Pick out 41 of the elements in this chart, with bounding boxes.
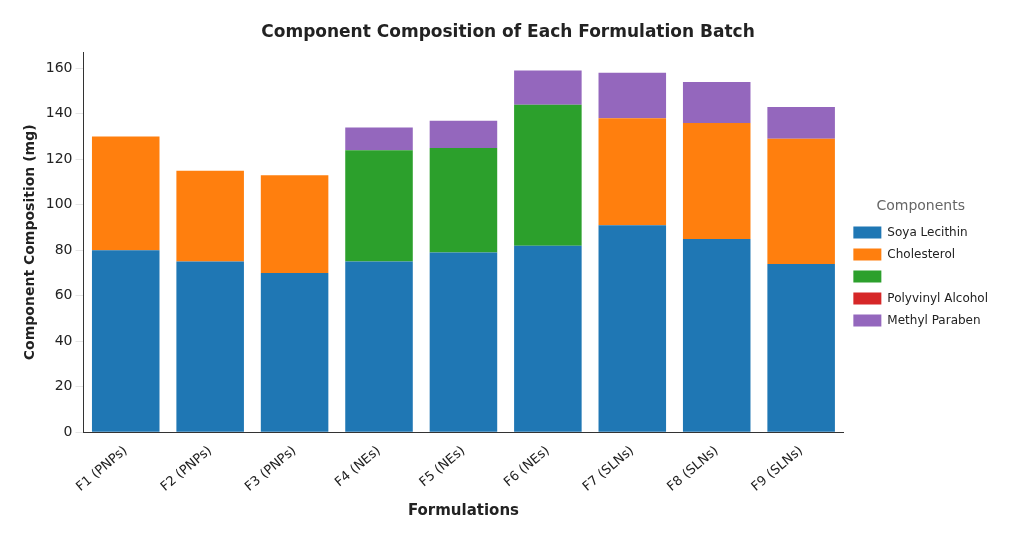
y-tick-label: 120	[45, 149, 73, 166]
y-axis-title: Component Composition (mg)	[21, 124, 38, 361]
bar	[345, 261, 413, 432]
legend-title: Components	[876, 197, 965, 214]
legend-label: Polyvinyl Alcohol	[887, 290, 988, 305]
legend-label: Cholesterol	[887, 246, 956, 261]
bar	[598, 225, 667, 432]
y-tick-label: 140	[45, 104, 73, 121]
bar	[91, 250, 160, 432]
y-tick-label: 80	[54, 240, 73, 257]
y-tick-label: 160	[45, 58, 73, 75]
bar	[682, 122, 751, 239]
bar	[682, 238, 751, 432]
bar	[429, 252, 498, 432]
bar	[260, 272, 329, 432]
bar	[514, 70, 582, 105]
bar	[767, 106, 835, 139]
bar	[598, 118, 667, 226]
chart-title: Component Composition of Each Formulation Batch	[261, 20, 755, 41]
y-tick-label: 0	[63, 422, 73, 439]
bar	[598, 72, 667, 119]
bar	[260, 175, 329, 273]
legend-label: Soya Lecithin	[887, 224, 968, 239]
bar	[429, 120, 498, 148]
x-axis-title: Formulations	[407, 500, 520, 519]
y-tick-label: 60	[54, 286, 73, 303]
y-tick-label: 100	[45, 195, 73, 212]
y-tick-label: 20	[54, 377, 73, 394]
bar	[429, 147, 498, 253]
y-tick-label: 40	[54, 331, 73, 348]
bar	[767, 263, 835, 432]
bar	[767, 138, 835, 264]
bar	[514, 104, 582, 246]
bar	[176, 170, 244, 262]
bar	[345, 127, 413, 151]
bar	[514, 245, 582, 432]
bar	[682, 81, 751, 123]
legend-label: Methyl Paraben	[887, 312, 981, 327]
bar	[91, 136, 160, 251]
bar	[345, 150, 413, 262]
bar	[176, 261, 244, 432]
